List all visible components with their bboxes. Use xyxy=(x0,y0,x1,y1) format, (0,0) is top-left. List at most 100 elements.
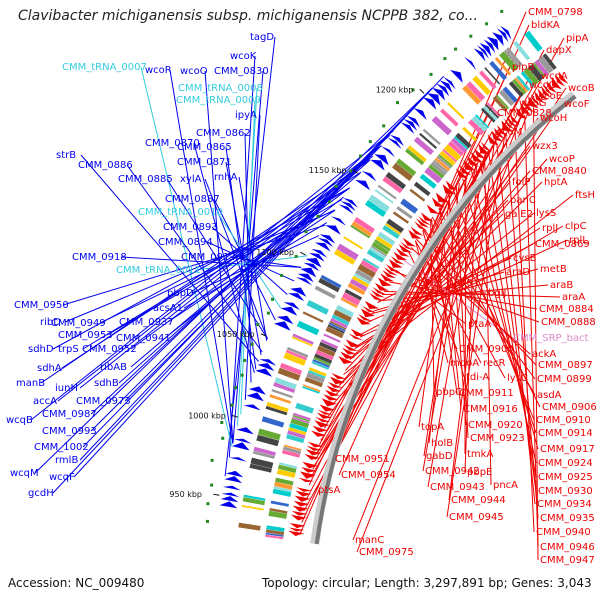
forward-strand-gene-arrow xyxy=(236,427,254,435)
reverse-strand-gene-arrow xyxy=(534,91,545,104)
gene-label-gale2: galE2 xyxy=(505,209,533,220)
gene-label-cmm-0952: CMM_0952 xyxy=(82,344,137,355)
label-connector xyxy=(191,235,320,294)
gene-label-cmm-0911: CMM_0911 xyxy=(459,388,514,399)
forward-strand-gene-arrow xyxy=(297,273,314,283)
reverse-strand-cog-bar xyxy=(392,211,409,224)
gene-label-wcog: wcoG xyxy=(519,98,547,109)
forward-strand-cog-bar xyxy=(292,333,314,345)
genome-backbone xyxy=(310,91,577,545)
reverse-strand-gene-arrow xyxy=(418,216,431,226)
forward-strand-cog-bar xyxy=(489,60,507,81)
reverse-strand-gene-arrow xyxy=(296,487,312,492)
reverse-strand-gene-arrow xyxy=(432,197,445,208)
misc-feature-mark xyxy=(280,274,284,277)
gene-label-cmm-0917: CMM_0917 xyxy=(540,444,595,455)
misc-feature-mark xyxy=(443,57,447,61)
forward-strand-cog-bar xyxy=(273,382,296,393)
gene-label-ptaa: ptaA xyxy=(468,319,491,330)
gene-label-wcok: wcoK xyxy=(230,51,257,62)
gene-label-cmm-0899: CMM_0899 xyxy=(537,374,592,385)
reverse-strand-gene-arrow xyxy=(463,159,476,171)
reverse-strand-cog-bar xyxy=(328,322,346,332)
gene-label-cmm-0943: CMM_0943 xyxy=(430,482,485,493)
feature-tracks xyxy=(206,9,569,540)
reverse-strand-gene-arrow xyxy=(329,376,345,385)
gene-label-sdhb: sdhB xyxy=(94,378,119,389)
tick-mark xyxy=(352,169,358,174)
reverse-strand-gene-arrow xyxy=(501,120,513,132)
reverse-strand-gene-arrow xyxy=(382,270,397,279)
gene-label-acka: ackA xyxy=(532,349,556,360)
reverse-strand-cog-bar xyxy=(282,446,302,455)
forward-strand-gene-arrow xyxy=(500,25,512,40)
gene-label-mqoa: mqoA xyxy=(450,358,479,369)
gene-label-cmm-0993: CMM_0993 xyxy=(42,426,97,437)
reverse-strand-gene-arrow xyxy=(396,248,410,257)
forward-strand-gene-arrow xyxy=(406,115,420,128)
label-connector xyxy=(371,268,539,315)
forward-strand-gene-arrow xyxy=(439,80,453,93)
forward-strand-cog-bar xyxy=(285,349,308,361)
forward-strand-gene-arrow xyxy=(255,368,273,377)
gene-label-cmm-0914: CMM_0914 xyxy=(538,428,593,439)
label-connector xyxy=(462,178,539,450)
forward-strand-gene-arrow xyxy=(486,36,499,51)
reverse-strand-cog-bar xyxy=(366,249,385,263)
reverse-strand-cog-bar xyxy=(327,324,345,334)
reverse-strand-cog-bar xyxy=(528,63,544,82)
reverse-strand-cog-bar xyxy=(306,372,325,384)
forward-strand-gene-arrow xyxy=(243,404,261,411)
forward-strand-gene-arrow xyxy=(274,321,291,331)
forward-strand-cog-bar xyxy=(283,352,307,366)
gene-label-folp: folP xyxy=(512,177,530,188)
forward-strand-cog-bar xyxy=(296,320,320,336)
forward-strand-gene-arrow xyxy=(222,485,241,491)
reverse-strand-gene-arrow xyxy=(360,308,376,318)
forward-strand-gene-arrow xyxy=(300,267,317,278)
forward-strand-gene-arrow xyxy=(220,496,239,503)
misc-feature-mark xyxy=(206,519,209,523)
misc-feature-mark xyxy=(316,214,320,218)
gene-label-cmm-0949: CMM_0949 xyxy=(51,318,106,329)
reverse-strand-cog-bar xyxy=(281,449,301,458)
reverse-strand-gene-arrow xyxy=(293,500,310,507)
misc-feature-mark xyxy=(429,72,433,76)
forward-strand-gene-arrow xyxy=(370,159,385,171)
forward-strand-cog-bar xyxy=(257,428,281,441)
gene-label-cmm-0940: CMM_0940 xyxy=(536,527,591,538)
forward-strand-cog-bar xyxy=(351,221,373,237)
reverse-strand-cog-bar xyxy=(534,59,549,77)
reverse-strand-gene-arrow xyxy=(370,289,385,298)
reverse-strand-gene-arrow xyxy=(546,80,557,93)
gene-label-rmlb: rmlB xyxy=(55,455,78,466)
reverse-strand-gene-arrow xyxy=(470,151,483,163)
reverse-strand-gene-arrow xyxy=(478,143,490,155)
reverse-strand-gene-arrow xyxy=(300,471,316,479)
reverse-strand-cog-bar xyxy=(314,353,333,364)
gene-label-cmm-0941: CMM_0941 xyxy=(116,333,171,344)
label-connector xyxy=(30,130,394,421)
reverse-strand-gene-arrow xyxy=(402,237,417,247)
gene-label-cmm-0973: CMM_0973 xyxy=(76,396,131,407)
forward-strand-cog-bar xyxy=(484,67,501,85)
gene-label-ribd: ribD xyxy=(40,317,61,328)
reverse-strand-gene-arrow xyxy=(327,381,343,388)
forward-strand-cog-bar xyxy=(374,189,394,204)
reverse-strand-gene-arrow xyxy=(348,333,364,341)
label-connector xyxy=(533,107,539,561)
reverse-strand-cog-bar xyxy=(272,488,292,497)
reverse-strand-gene-arrow xyxy=(311,430,327,437)
reverse-strand-cog-bar xyxy=(480,107,496,123)
reverse-strand-cog-bar xyxy=(512,78,527,95)
reverse-strand-gene-arrow xyxy=(420,212,434,222)
reverse-strand-cog-bar xyxy=(508,81,524,98)
reverse-strand-gene-arrow xyxy=(555,73,565,87)
reverse-strand-cog-bar xyxy=(375,236,393,249)
forward-strand-gene-arrow xyxy=(330,216,347,226)
gene-label-wcop: wcoP xyxy=(549,154,575,165)
forward-strand-gene-arrow xyxy=(443,76,456,90)
gene-label-cmm-0830: CMM_0830 xyxy=(214,66,269,77)
gene-label-cmm-0869: CMM_0869 xyxy=(535,239,590,250)
